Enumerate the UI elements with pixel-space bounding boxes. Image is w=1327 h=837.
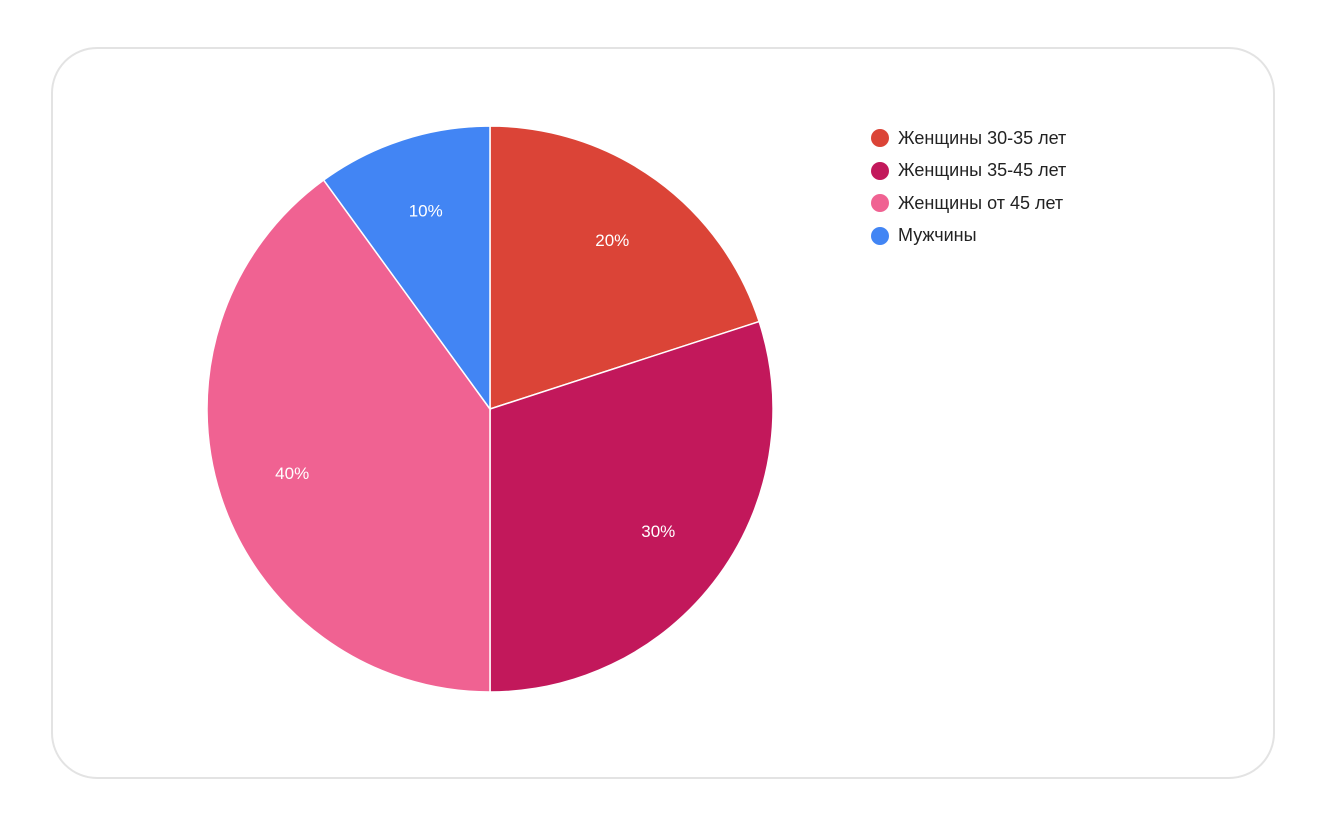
- legend-label: Женщины от 45 лет: [898, 192, 1064, 213]
- legend-swatch-icon: [871, 161, 889, 180]
- legend-label: Женщины 30-35 лет: [898, 127, 1067, 148]
- legend-item-3: Женщины от 45 лет: [871, 187, 1066, 220]
- legend-swatch-icon: [871, 226, 889, 245]
- pie-slice-label-2: 30%: [641, 522, 675, 541]
- pie-slice-4: [322, 125, 491, 412]
- legend-swatch-icon: [871, 129, 889, 148]
- pie-slice-2: [489, 320, 774, 693]
- legend-label: Мужчины: [898, 225, 977, 246]
- pie-slice-3: [206, 178, 491, 693]
- pie-slices: [206, 125, 774, 693]
- legend-item-4: Мужчины: [871, 220, 1066, 253]
- legend-item-1: Женщины 30-35 лет: [871, 122, 1066, 155]
- legend: Женщины 30-35 лет Женщины 35-45 лет Женщин…: [871, 122, 1066, 252]
- legend-item-2: Женщины 35-45 лет: [871, 155, 1066, 188]
- pie-slice-label-3: 40%: [275, 464, 309, 483]
- legend-swatch-icon: [871, 194, 889, 213]
- pie-slice-label-1: 20%: [595, 231, 629, 250]
- legend-label: Женщины 35-45 лет: [898, 160, 1067, 181]
- pie-slice-1: [489, 125, 761, 411]
- pie-slice-labels: 20% 30% 40% 10%: [275, 202, 675, 541]
- pie-slice-label-4: 10%: [409, 202, 443, 221]
